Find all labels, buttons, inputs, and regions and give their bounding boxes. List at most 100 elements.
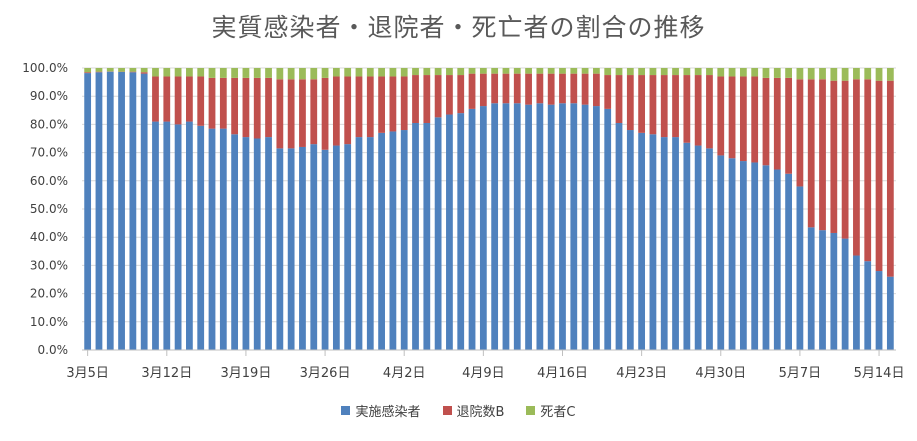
bar-segment-infected bbox=[344, 144, 352, 350]
bar-segment-deaths bbox=[208, 68, 216, 78]
bar-segment-deaths bbox=[536, 68, 544, 74]
bar-segment-infected bbox=[186, 121, 193, 350]
bar-segment-deaths bbox=[502, 68, 510, 74]
bar-segment-discharged bbox=[773, 77, 781, 170]
bar-segment-deaths bbox=[694, 68, 702, 76]
bar-segment-discharged bbox=[615, 75, 623, 123]
bar-segment-infected bbox=[728, 158, 736, 350]
y-tick-label: 90.0% bbox=[30, 89, 68, 103]
bar-segment-deaths bbox=[559, 68, 566, 74]
bar-segment-discharged bbox=[491, 73, 499, 104]
bar-segment-deaths bbox=[344, 68, 352, 77]
bar-segment-infected bbox=[525, 104, 532, 350]
bar-segment-infected bbox=[118, 71, 125, 350]
bar-segment-discharged bbox=[581, 73, 589, 105]
bar-segment-deaths bbox=[457, 68, 465, 76]
bar-segment-deaths bbox=[886, 68, 894, 81]
bar-segment-infected bbox=[265, 137, 272, 350]
bar-segment-discharged bbox=[423, 75, 431, 123]
bar-segment-deaths bbox=[95, 68, 103, 72]
bar-segment-infected bbox=[717, 155, 725, 350]
bar-segment-infected bbox=[660, 137, 668, 350]
bar-segment-deaths bbox=[593, 68, 600, 74]
x-tick-label: 3月5日 bbox=[66, 366, 109, 381]
bar-segment-deaths bbox=[819, 68, 826, 80]
bar-segment-infected bbox=[841, 238, 849, 350]
x-tick-label: 5月7日 bbox=[779, 366, 822, 381]
x-tick-label: 4月30日 bbox=[695, 366, 746, 381]
bar-segment-discharged bbox=[717, 76, 725, 156]
bar-segment-discharged bbox=[332, 76, 340, 146]
bar-segment-discharged bbox=[140, 72, 148, 74]
y-tick-label: 50.0% bbox=[30, 202, 68, 216]
bar-segment-infected bbox=[163, 121, 171, 350]
bar-segment-discharged bbox=[378, 76, 385, 133]
x-tick-label: 4月23日 bbox=[616, 366, 667, 381]
bar-segment-discharged bbox=[95, 71, 103, 73]
bar-segment-deaths bbox=[412, 68, 419, 76]
bar-segment-discharged bbox=[208, 77, 216, 129]
bar-segment-infected bbox=[400, 130, 408, 350]
bar-segment-infected bbox=[140, 73, 148, 350]
bar-segment-discharged bbox=[242, 77, 250, 138]
bar-segment-infected bbox=[570, 103, 578, 350]
x-tick-label: 3月26日 bbox=[300, 366, 351, 381]
bar-segment-deaths bbox=[728, 68, 736, 77]
bar-segment-discharged bbox=[321, 77, 329, 150]
bar-segment-infected bbox=[604, 108, 612, 350]
bar-segment-discharged bbox=[186, 76, 193, 122]
y-tick-label: 20.0% bbox=[30, 287, 68, 301]
bar-segment-deaths bbox=[355, 68, 363, 77]
bar-segment-infected bbox=[84, 73, 92, 350]
bar-segment-discharged bbox=[739, 76, 747, 162]
bar-segment-infected bbox=[457, 113, 465, 351]
bar-segment-deaths bbox=[389, 68, 397, 77]
bar-segment-discharged bbox=[559, 73, 566, 104]
bar-segment-discharged bbox=[355, 76, 363, 138]
bar-segment-infected bbox=[694, 145, 702, 350]
bar-segment-deaths bbox=[299, 68, 306, 80]
bar-segment-deaths bbox=[186, 68, 193, 77]
bar-segment-discharged bbox=[412, 75, 419, 123]
bar-segment-infected bbox=[129, 72, 137, 350]
bar-segment-infected bbox=[739, 161, 747, 350]
y-tick-label: 10.0% bbox=[30, 315, 68, 329]
bar-segment-infected bbox=[785, 173, 792, 350]
bar-segment-discharged bbox=[649, 75, 657, 135]
bar-segment-discharged bbox=[152, 76, 159, 122]
bar-segment-infected bbox=[287, 148, 295, 350]
bar-segment-deaths bbox=[265, 68, 272, 78]
bar-segment-deaths bbox=[152, 68, 159, 77]
bar-segment-deaths bbox=[547, 68, 555, 74]
bar-segment-deaths bbox=[513, 68, 521, 74]
bar-segment-infected bbox=[479, 106, 487, 350]
bar-segment-deaths bbox=[332, 68, 340, 77]
bar-segment-infected bbox=[219, 128, 227, 350]
y-tick-label: 30.0% bbox=[30, 258, 68, 272]
bar-segment-deaths bbox=[706, 68, 713, 76]
bar-segment-deaths bbox=[479, 68, 487, 74]
bar-segment-deaths bbox=[649, 68, 657, 76]
bar-segment-infected bbox=[683, 142, 691, 350]
bar-segment-discharged bbox=[299, 79, 306, 147]
bar-segment-discharged bbox=[864, 79, 872, 262]
bar-segment-deaths bbox=[129, 68, 137, 72]
bar-segment-discharged bbox=[434, 75, 442, 118]
bar-segment-deaths bbox=[581, 68, 589, 74]
x-tick-label: 5月14日 bbox=[854, 366, 905, 381]
bar-segment-deaths bbox=[739, 68, 747, 77]
bar-segment-discharged bbox=[129, 71, 137, 73]
bar-segment-discharged bbox=[638, 75, 646, 133]
bar-segment-discharged bbox=[762, 77, 770, 166]
legend-swatch-deaths bbox=[526, 406, 536, 415]
bar-segment-deaths bbox=[446, 68, 453, 76]
bar-segment-discharged bbox=[276, 79, 284, 149]
legend-swatch-discharged bbox=[442, 406, 452, 415]
bar-segment-infected bbox=[626, 130, 634, 350]
bar-segment-infected bbox=[412, 122, 419, 351]
bar-segment-deaths bbox=[242, 68, 250, 78]
bar-segment-infected bbox=[672, 137, 679, 350]
bar-segment-infected bbox=[773, 169, 781, 350]
bar-segment-discharged bbox=[751, 76, 759, 163]
x-tick-label: 4月9日 bbox=[462, 366, 505, 381]
